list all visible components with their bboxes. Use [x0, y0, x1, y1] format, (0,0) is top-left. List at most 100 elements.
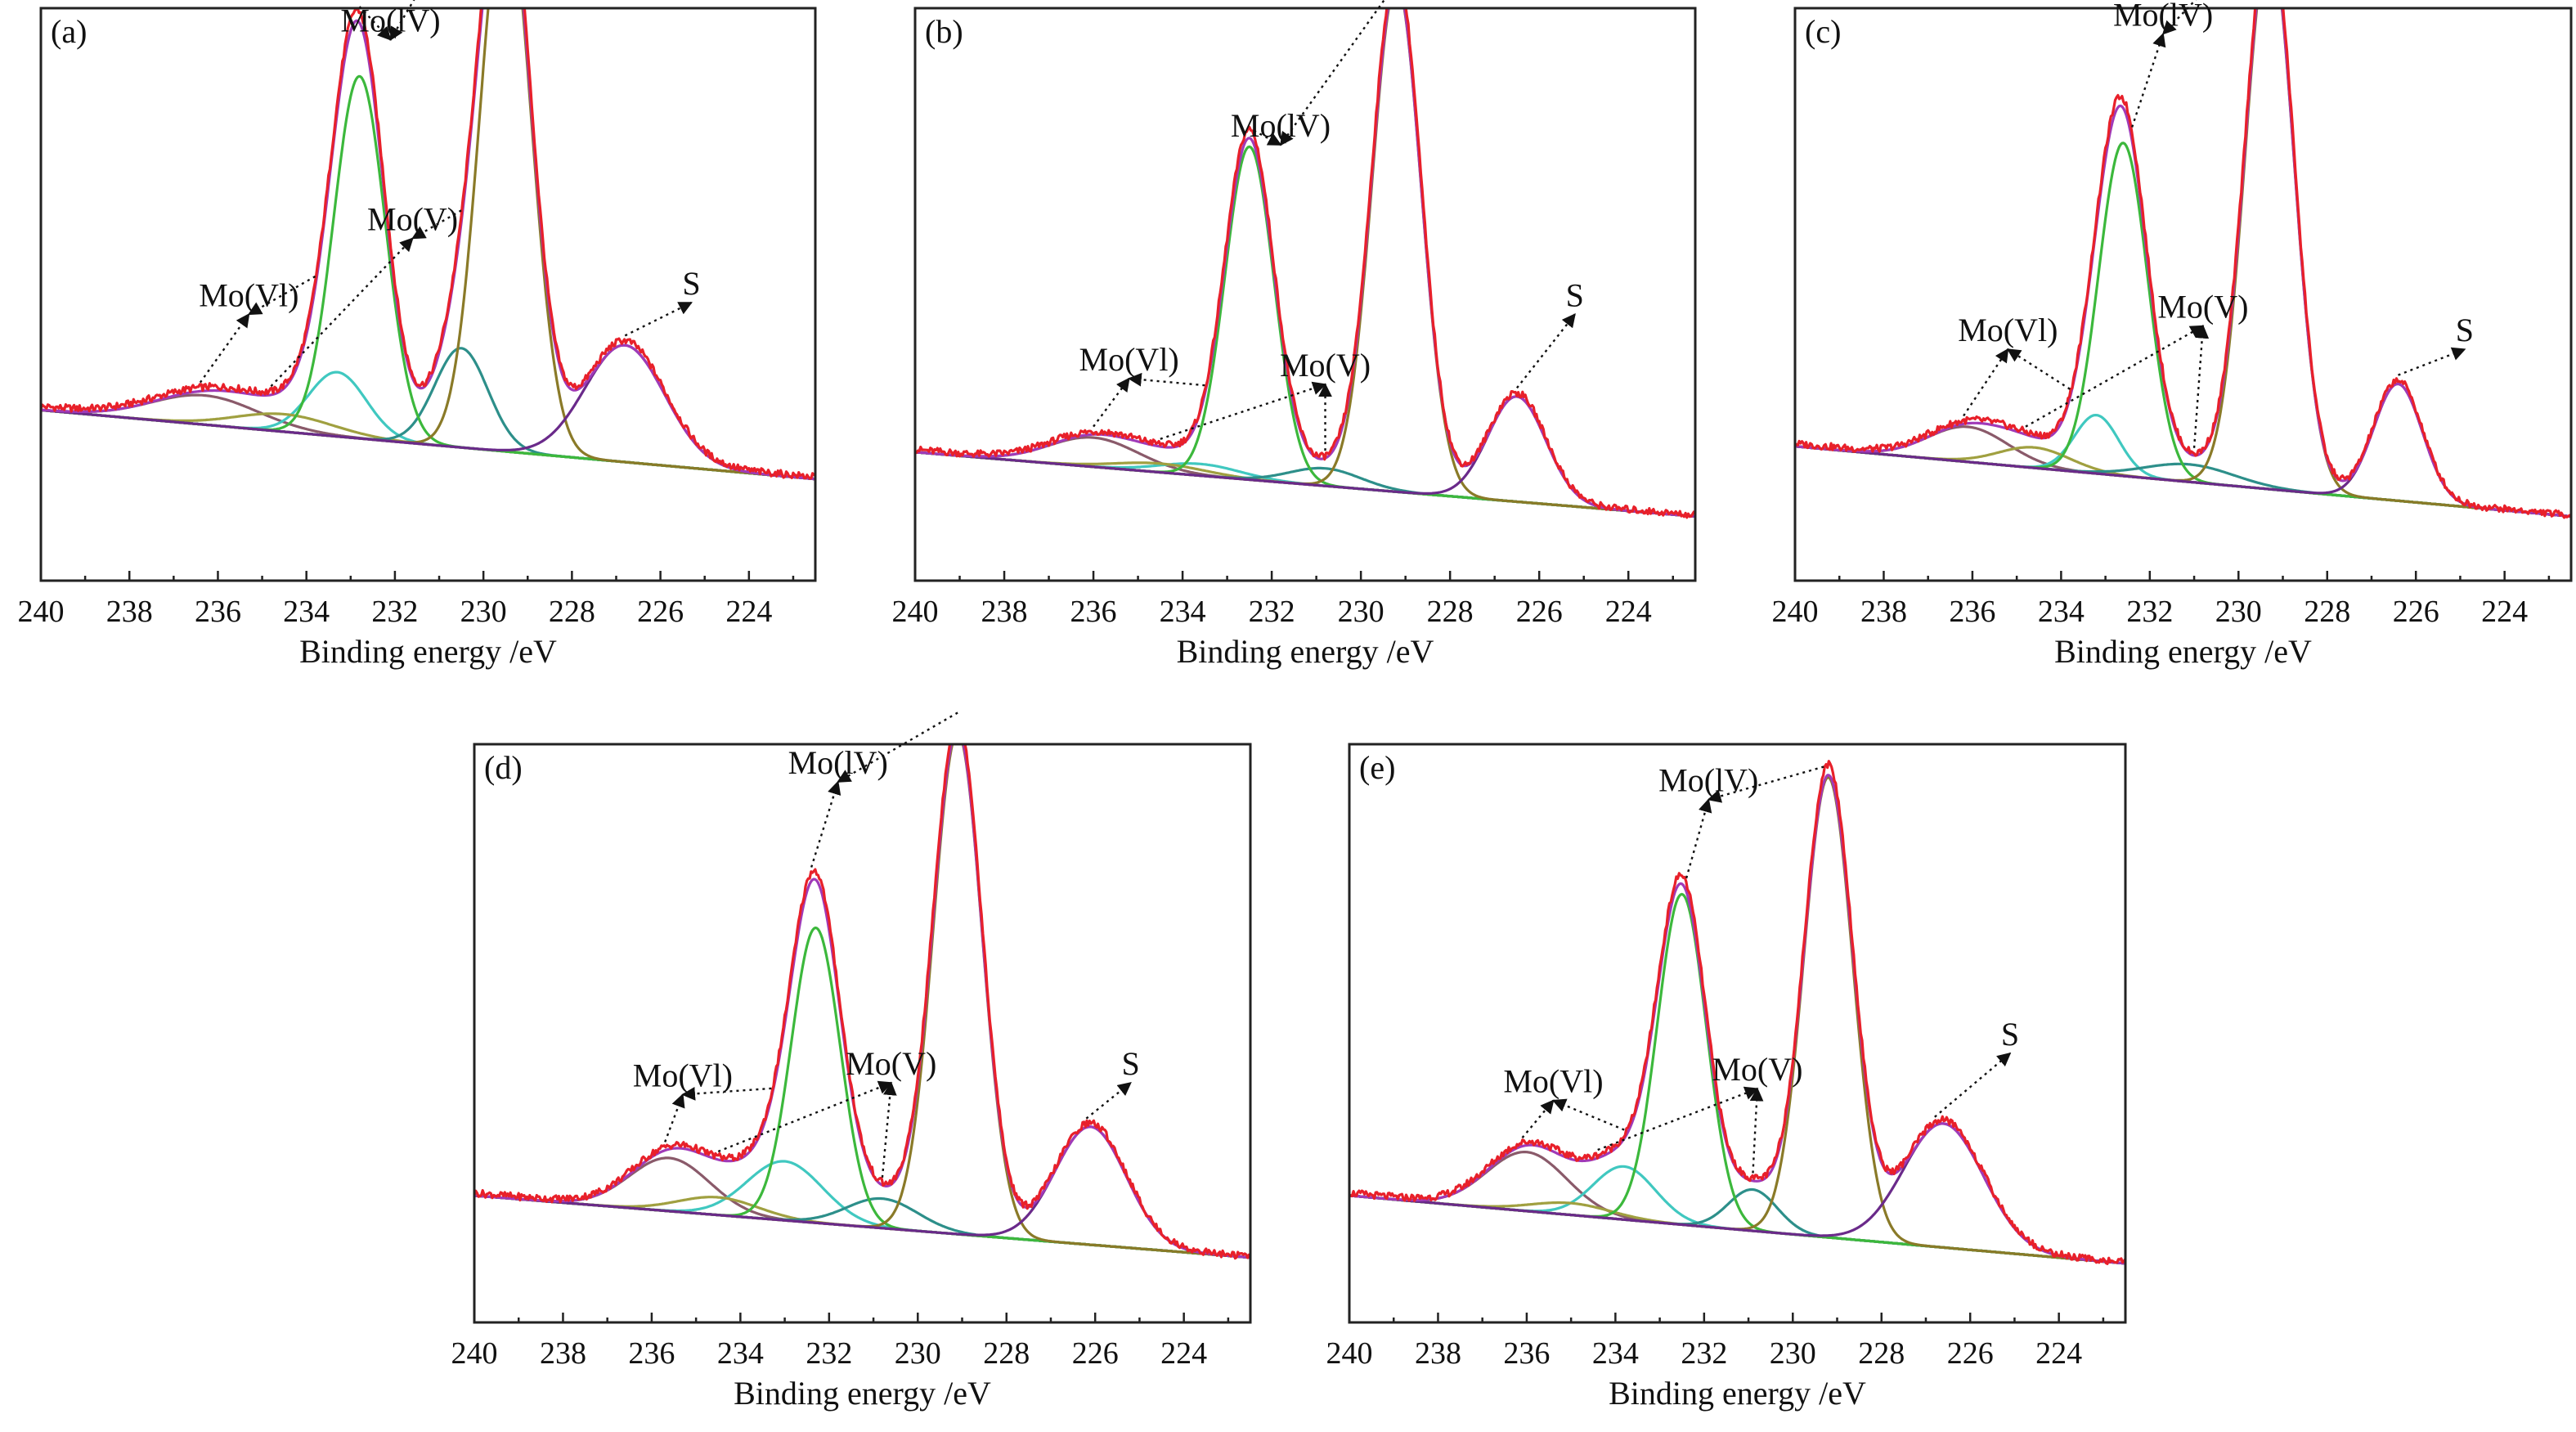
- x-tick-label: 232: [1249, 595, 1295, 629]
- annotation-arrow: [681, 1087, 772, 1101]
- annotation-arrow: [624, 301, 693, 337]
- x-axis-label: Binding energy /eV: [1609, 1375, 1866, 1412]
- annotation-arrow: [1160, 381, 1327, 440]
- x-tick-label: 230: [460, 595, 507, 629]
- panel-label: (e): [1359, 749, 1395, 786]
- annotation-arrow: [717, 1080, 893, 1153]
- annotation-arrow: [1515, 312, 1576, 389]
- annotation-mo-lv-label: Mo(lV): [1658, 762, 1758, 799]
- plot-area: [474, 744, 1250, 1260]
- annotation-mo-vl-label: Mo(Vl): [1079, 341, 1179, 378]
- annotation-mo-lv-label: Mo(lV): [340, 2, 440, 39]
- x-tick-label: 240: [1326, 1336, 1373, 1371]
- plot-frame: [913, 7, 1697, 582]
- panel-label: (c): [1805, 13, 1841, 50]
- plot-frame: [1793, 7, 2573, 582]
- annotation-arrow: [199, 312, 250, 384]
- annotation-arrow: [2130, 32, 2166, 128]
- annotation-arrow: [1963, 348, 2009, 417]
- panel-label: (a): [51, 13, 87, 50]
- annotation-mo-vl-label: Mo(Vl): [199, 276, 298, 313]
- panel-label: (b): [925, 13, 963, 50]
- annotation-s-label: S: [1566, 276, 1584, 313]
- x-tick-label: 226: [1072, 1336, 1119, 1371]
- x-tick-label: 232: [371, 595, 418, 629]
- component-mo5-b-curve: [41, 347, 815, 481]
- annotation-mo-v-label: Mo(V): [1712, 1051, 1802, 1088]
- x-tick-label: 226: [2393, 595, 2439, 629]
- x-tick-label: 236: [195, 595, 241, 629]
- annotation-mo-v-label: Mo(V): [1280, 347, 1371, 384]
- x-tick-label: 228: [2304, 595, 2350, 629]
- x-tick-label: 230: [1338, 595, 1384, 629]
- raw-spectrum-curve: [474, 744, 1250, 1260]
- x-tick-label: 228: [1427, 595, 1474, 629]
- x-tick-label: 226: [1516, 595, 1563, 629]
- annotation-mo-vl-label: Mo(Vl): [1503, 1063, 1603, 1100]
- component-mo6-b-curve: [41, 370, 815, 481]
- x-tick-label: 240: [1772, 595, 1819, 629]
- x-tick-label: 232: [806, 1336, 852, 1371]
- annotation-arrow: [2192, 324, 2210, 448]
- annotation-arrow: [1685, 798, 1712, 879]
- annotation-arrow: [358, 6, 392, 41]
- panel-label: (d): [484, 749, 523, 786]
- component-mo4-a-curve: [1795, 141, 2571, 518]
- x-tick-label: 234: [1160, 595, 1206, 629]
- raw-spectrum-curve: [41, 8, 815, 480]
- panel-a: 240 238 236 234 232 230 228 226 224 Binding energ…: [18, 0, 817, 670]
- x-tick-label: 236: [1070, 595, 1117, 629]
- x-tick-label: 234: [2038, 595, 2085, 629]
- annotation-arrow: [1934, 1052, 2012, 1118]
- annotation-arrow: [2025, 325, 2205, 428]
- component-mo6-a-curve: [41, 393, 815, 481]
- plot-frame: [39, 7, 817, 582]
- envelope-curve: [1795, 8, 2571, 518]
- x-tick-label: 232: [2126, 595, 2173, 629]
- x-tick-label: 238: [1860, 595, 1907, 629]
- x-tick-label: 240: [18, 595, 65, 629]
- annotation-arrow: [2006, 348, 2071, 390]
- plot-area: [41, 8, 815, 481]
- annotation-arrow: [1749, 1087, 1764, 1174]
- annotation-s-label: S: [2456, 312, 2474, 348]
- x-tick-label: 240: [892, 595, 939, 629]
- annotation-arrow: [411, 209, 462, 240]
- annotation-mo-vl-label: Mo(Vl): [633, 1057, 733, 1093]
- annotation-arrow: [2398, 347, 2466, 376]
- annotation-arrow: [1521, 1099, 1555, 1139]
- x-tick-label: 230: [2215, 595, 2262, 629]
- x-tick-label: 238: [1415, 1336, 1461, 1371]
- x-tick-label: 228: [549, 595, 595, 629]
- x-tick-label: 234: [717, 1336, 764, 1371]
- annotation-s-label: S: [682, 265, 700, 302]
- x-axis-label: Binding energy /eV: [734, 1375, 991, 1412]
- plot-area: [1349, 760, 2125, 1265]
- annotation-arrow: [1093, 377, 1130, 428]
- x-tick-label: 226: [1947, 1336, 1994, 1371]
- plot-frame: [1348, 743, 2127, 1324]
- envelope-curve: [41, 8, 815, 481]
- x-tick-label: 240: [451, 1336, 498, 1371]
- x-axis-label: Binding energy /eV: [1177, 633, 1434, 670]
- annotation-mo-v-label: Mo(V): [846, 1045, 936, 1082]
- component-s-curve: [1349, 1122, 2125, 1265]
- annotation-arrow: [810, 780, 841, 868]
- panel-b: 240 238 236 234 232 230 228 226 224 Binding energ…: [892, 0, 1697, 670]
- component-mo4-b-curve: [1795, 8, 2571, 518]
- annotation-mo-v-label: Mo(V): [367, 200, 458, 237]
- x-tick-label: 228: [983, 1336, 1030, 1371]
- annotation-mo-lv-label: Mo(lV): [2113, 0, 2213, 33]
- panel-d: 240 238 236 234 232 230 228 226 224 Binding energ…: [451, 712, 1252, 1412]
- annotation-arrow: [881, 1081, 897, 1178]
- x-axis-label: Binding energy /eV: [299, 633, 557, 670]
- annotation-arrow: [1280, 0, 1386, 146]
- x-tick-label: 230: [895, 1336, 941, 1371]
- x-tick-label: 236: [628, 1336, 675, 1371]
- x-tick-label: 232: [1681, 1336, 1727, 1371]
- x-tick-label: 224: [1160, 1336, 1207, 1371]
- raw-spectrum-curve: [1349, 760, 2125, 1265]
- annotation-s-label: S: [1121, 1045, 1139, 1082]
- x-tick-label: 236: [1503, 1336, 1550, 1371]
